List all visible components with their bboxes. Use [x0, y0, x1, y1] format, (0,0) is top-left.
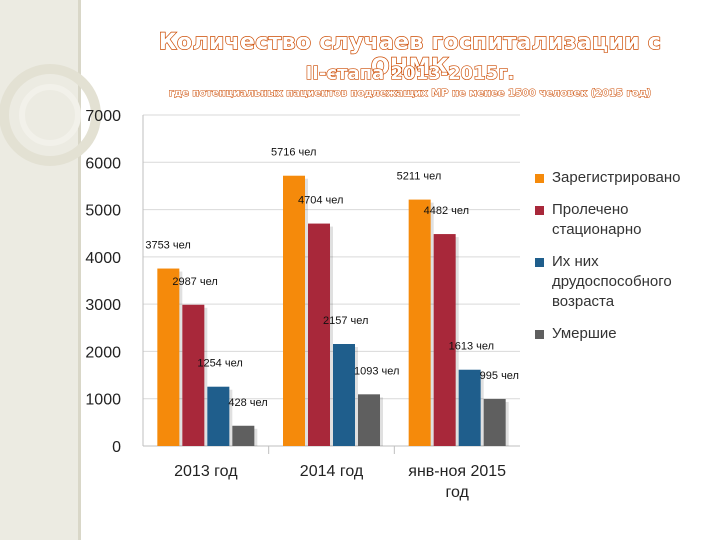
- bar: [458, 369, 481, 446]
- bar: [283, 175, 305, 447]
- x-category-label: 2013 год: [174, 463, 238, 480]
- legend-label: Пролечено стационарно: [552, 201, 642, 238]
- legend-label: Их них друдоспособного возраста: [552, 253, 672, 310]
- legend-label: Умершие: [552, 325, 617, 342]
- y-tick-label: 7000: [85, 108, 121, 125]
- legend-swatch: [535, 174, 544, 183]
- data-label: 2987 чел: [172, 276, 217, 288]
- data-label: 1254 чел: [197, 358, 242, 370]
- y-tick-label: 1000: [85, 392, 121, 409]
- y-tick-label: 3000: [85, 297, 121, 314]
- legend-item: Умершие: [535, 324, 715, 344]
- chart-subtitle: где потенциальных пациентов подлежащих М…: [168, 88, 652, 100]
- data-label: 1093 чел: [354, 365, 399, 377]
- bar: [333, 344, 355, 446]
- x-category-label: год: [445, 484, 469, 501]
- chart-title-line2: II-єтапа 2013-2015г.: [305, 62, 515, 84]
- legend-label: Зарегистрировано: [552, 169, 681, 186]
- legend-swatch: [535, 330, 544, 339]
- y-tick-label: 2000: [85, 344, 121, 361]
- data-label: 2157 чел: [323, 315, 368, 327]
- legend-item: Зарегистрировано: [535, 168, 715, 188]
- data-label: 5211 чел: [397, 171, 442, 183]
- bar: [207, 386, 230, 446]
- legend-item: Пролечено стационарно: [535, 200, 715, 240]
- legend-swatch: [535, 258, 544, 267]
- y-tick-label: 6000: [85, 155, 121, 172]
- y-tick-label: 0: [112, 439, 121, 456]
- left-decor-divider: [78, 0, 81, 540]
- x-category-label: 2014 год: [300, 463, 364, 480]
- data-label: 4482 чел: [424, 205, 469, 217]
- data-label: 5716 чел: [271, 147, 316, 159]
- bar: [308, 223, 330, 446]
- y-tick-label: 5000: [85, 203, 121, 220]
- bar: [433, 234, 456, 446]
- x-category-label: янв-ноя 2015: [408, 463, 506, 480]
- bar: [408, 199, 431, 446]
- data-label: 3753 чел: [145, 240, 190, 252]
- chart-legend: Зарегистрировано Пролечено стационарно Их …: [535, 168, 715, 356]
- bar: [232, 425, 255, 446]
- bar: [182, 304, 205, 446]
- y-tick-label: 4000: [85, 250, 121, 267]
- bar: [157, 268, 180, 446]
- bar: [483, 398, 506, 446]
- decor-circle: [0, 64, 101, 166]
- decor-circle-inner: [19, 84, 81, 146]
- data-label: 4704 чел: [298, 195, 343, 207]
- chart-title: Количество случаев госпитализации с ОНМК: [158, 29, 662, 80]
- legend-swatch: [535, 206, 544, 215]
- bar: [358, 394, 380, 446]
- data-label: 1613 чел: [449, 341, 494, 353]
- legend-item: Их них друдоспособного возраста: [535, 252, 715, 312]
- data-label: 995 чел: [480, 370, 519, 382]
- data-label: 428 чел: [228, 397, 267, 409]
